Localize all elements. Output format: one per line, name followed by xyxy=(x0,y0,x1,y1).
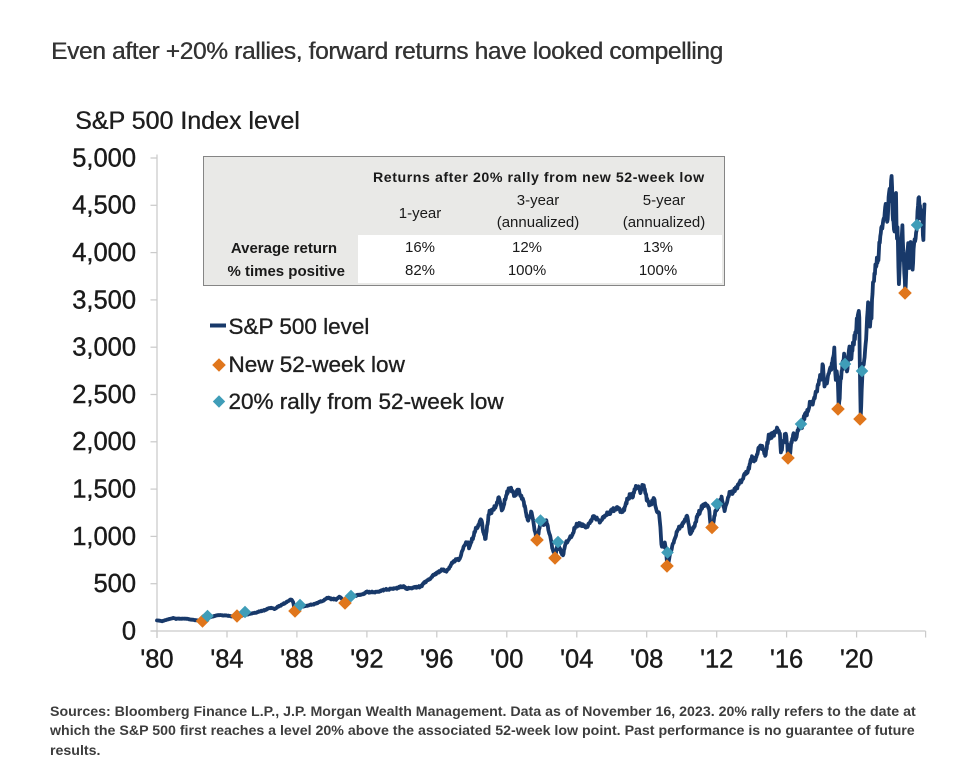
svg-text:1,000: 1,000 xyxy=(72,523,136,551)
svg-text:500: 500 xyxy=(93,570,136,598)
svg-text:'00: '00 xyxy=(490,646,523,674)
svg-text:'80: '80 xyxy=(140,646,173,674)
svg-text:'92: '92 xyxy=(350,646,383,674)
svg-text:4,000: 4,000 xyxy=(72,239,136,267)
svg-text:New 52-week low: New 52-week low xyxy=(229,352,406,377)
svg-text:'16: '16 xyxy=(770,646,803,674)
svg-text:S&P 500 level: S&P 500 level xyxy=(229,314,370,339)
svg-text:20% rally from 52-week low: 20% rally from 52-week low xyxy=(229,389,505,414)
svg-text:2,000: 2,000 xyxy=(72,428,136,456)
svg-text:5,000: 5,000 xyxy=(72,144,136,172)
svg-text:'20: '20 xyxy=(840,646,873,674)
svg-text:1,500: 1,500 xyxy=(72,476,136,504)
svg-text:'12: '12 xyxy=(700,646,733,674)
svg-text:'04: '04 xyxy=(560,646,593,674)
svg-text:2,500: 2,500 xyxy=(72,381,136,409)
svg-text:'96: '96 xyxy=(420,646,453,674)
svg-text:4,500: 4,500 xyxy=(72,192,136,220)
svg-text:'88: '88 xyxy=(280,646,313,674)
svg-text:3,500: 3,500 xyxy=(72,286,136,314)
svg-text:0: 0 xyxy=(122,617,136,645)
svg-text:'84: '84 xyxy=(210,646,243,674)
svg-text:'08: '08 xyxy=(630,646,663,674)
svg-text:3,000: 3,000 xyxy=(72,334,136,362)
